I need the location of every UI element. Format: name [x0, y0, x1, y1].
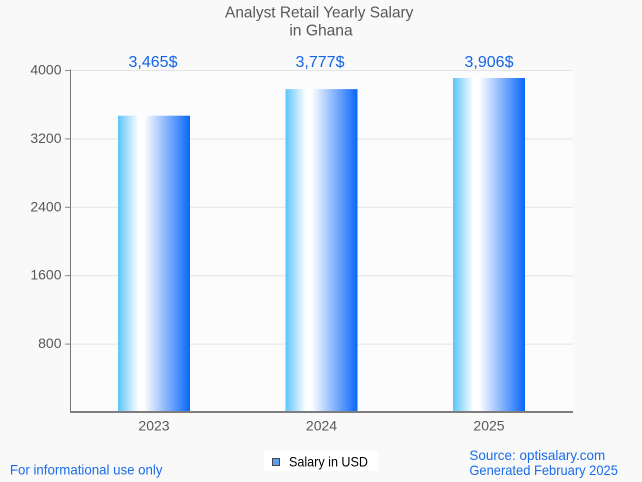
svg-text:2023: 2023 [138, 418, 169, 434]
svg-text:in Ghana: in Ghana [289, 23, 352, 40]
svg-text:Generated February 2025: Generated February 2025 [469, 462, 618, 478]
svg-text:800: 800 [38, 335, 62, 351]
svg-text:4000: 4000 [30, 62, 61, 78]
svg-text:2024: 2024 [306, 418, 337, 434]
svg-text:2400: 2400 [30, 198, 61, 214]
svg-text:For informational use only: For informational use only [10, 461, 163, 477]
svg-text:1600: 1600 [30, 267, 61, 283]
svg-text:3,906$: 3,906$ [465, 54, 514, 71]
svg-text:2025: 2025 [473, 418, 504, 434]
svg-text:Salary in USD: Salary in USD [289, 454, 368, 470]
svg-text:Analyst Retail Yearly Salary: Analyst Retail Yearly Salary [225, 5, 413, 22]
svg-text:Source: optisalary.com: Source: optisalary.com [469, 447, 605, 463]
svg-text:3,777$: 3,777$ [296, 54, 345, 71]
svg-text:3200: 3200 [30, 130, 61, 146]
svg-text:3,465$: 3,465$ [129, 54, 178, 71]
